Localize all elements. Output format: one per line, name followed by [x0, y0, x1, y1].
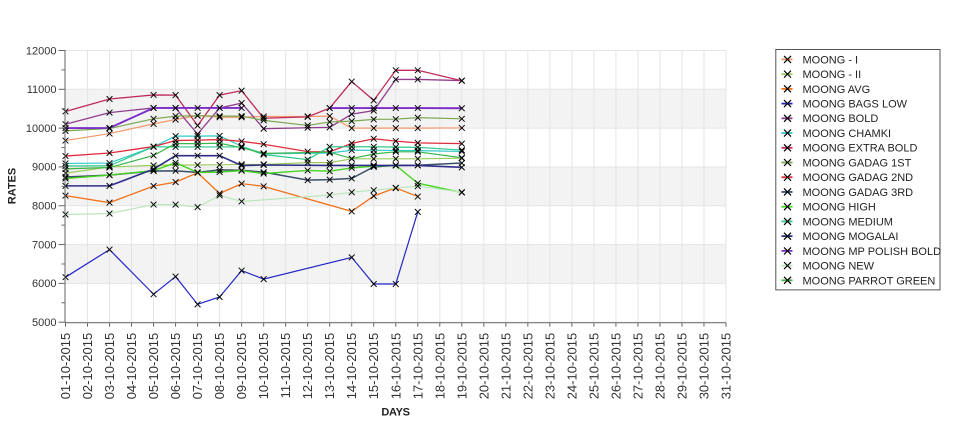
- svg-text:MOONG AVG: MOONG AVG: [803, 84, 871, 96]
- svg-text:25-10-2015: 25-10-2015: [586, 333, 601, 400]
- svg-text:06-10-2015: 06-10-2015: [168, 333, 183, 400]
- svg-text:13-10-2015: 13-10-2015: [322, 333, 337, 400]
- svg-text:MOONG - II: MOONG - II: [803, 69, 862, 81]
- svg-text:10-10-2015: 10-10-2015: [256, 333, 271, 400]
- svg-text:24-10-2015: 24-10-2015: [564, 333, 579, 400]
- svg-text:11-10-2015: 11-10-2015: [278, 333, 293, 399]
- svg-text:22-10-2015: 22-10-2015: [520, 333, 535, 400]
- svg-text:18-10-2015: 18-10-2015: [432, 333, 447, 400]
- svg-text:12000: 12000: [26, 45, 57, 57]
- svg-text:01-10-2015: 01-10-2015: [58, 333, 73, 400]
- svg-text:MOONG CHAMKI: MOONG CHAMKI: [803, 128, 892, 140]
- svg-text:11000: 11000: [27, 84, 57, 96]
- svg-text:02-10-2015: 02-10-2015: [80, 333, 95, 400]
- svg-text:MOONG EXTRA BOLD: MOONG EXTRA BOLD: [803, 143, 918, 155]
- svg-text:07-10-2015: 07-10-2015: [190, 333, 205, 400]
- svg-text:12-10-2015: 12-10-2015: [300, 333, 315, 400]
- svg-text:10000: 10000: [26, 123, 57, 135]
- svg-text:MOONG MOGALAI: MOONG MOGALAI: [803, 231, 899, 243]
- svg-text:MOONG MP POLISH BOLD: MOONG MP POLISH BOLD: [803, 246, 942, 258]
- svg-text:16-10-2015: 16-10-2015: [388, 333, 403, 400]
- svg-text:MOONG BAGS LOW: MOONG BAGS LOW: [803, 98, 908, 110]
- svg-text:05-10-2015: 05-10-2015: [146, 333, 161, 400]
- svg-text:8000: 8000: [32, 201, 56, 213]
- svg-text:19-10-2015: 19-10-2015: [454, 333, 469, 400]
- svg-text:27-10-2015: 27-10-2015: [630, 333, 645, 400]
- svg-text:5000: 5000: [32, 317, 56, 329]
- svg-text:MOONG BOLD: MOONG BOLD: [803, 113, 879, 125]
- svg-text:04-10-2015: 04-10-2015: [124, 333, 139, 400]
- svg-text:31-10-2015: 31-10-2015: [719, 333, 734, 400]
- svg-text:03-10-2015: 03-10-2015: [102, 333, 117, 400]
- svg-text:28-10-2015: 28-10-2015: [652, 333, 667, 400]
- svg-text:26-10-2015: 26-10-2015: [608, 333, 623, 400]
- svg-text:MOONG PARROT GREEN: MOONG PARROT GREEN: [803, 275, 936, 287]
- svg-text:20-10-2015: 20-10-2015: [476, 333, 491, 400]
- svg-text:RATES: RATES: [7, 168, 19, 204]
- svg-text:29-10-2015: 29-10-2015: [674, 333, 689, 400]
- svg-text:17-10-2015: 17-10-2015: [410, 333, 425, 400]
- svg-text:23-10-2015: 23-10-2015: [542, 333, 557, 400]
- svg-text:08-10-2015: 08-10-2015: [212, 333, 227, 400]
- svg-text:6000: 6000: [32, 278, 56, 290]
- svg-text:MOONG NEW: MOONG NEW: [803, 261, 875, 273]
- svg-text:7000: 7000: [32, 239, 56, 251]
- svg-text:DAYS: DAYS: [381, 407, 409, 419]
- svg-text:MOONG - I: MOONG - I: [803, 54, 859, 66]
- svg-text:09-10-2015: 09-10-2015: [234, 333, 249, 400]
- svg-text:14-10-2015: 14-10-2015: [344, 333, 359, 400]
- svg-text:9000: 9000: [32, 162, 56, 174]
- svg-text:MOONG GADAG 3RD: MOONG GADAG 3RD: [803, 187, 914, 199]
- svg-text:MOONG HIGH: MOONG HIGH: [803, 202, 876, 214]
- svg-text:30-10-2015: 30-10-2015: [696, 333, 711, 400]
- svg-text:21-10-2015: 21-10-2015: [498, 333, 513, 400]
- svg-text:MOONG GADAG 1ST: MOONG GADAG 1ST: [803, 157, 912, 169]
- svg-text:MOONG GADAG 2ND: MOONG GADAG 2ND: [803, 172, 914, 184]
- svg-text:MOONG MEDIUM: MOONG MEDIUM: [803, 216, 893, 228]
- svg-text:15-10-2015: 15-10-2015: [366, 333, 381, 400]
